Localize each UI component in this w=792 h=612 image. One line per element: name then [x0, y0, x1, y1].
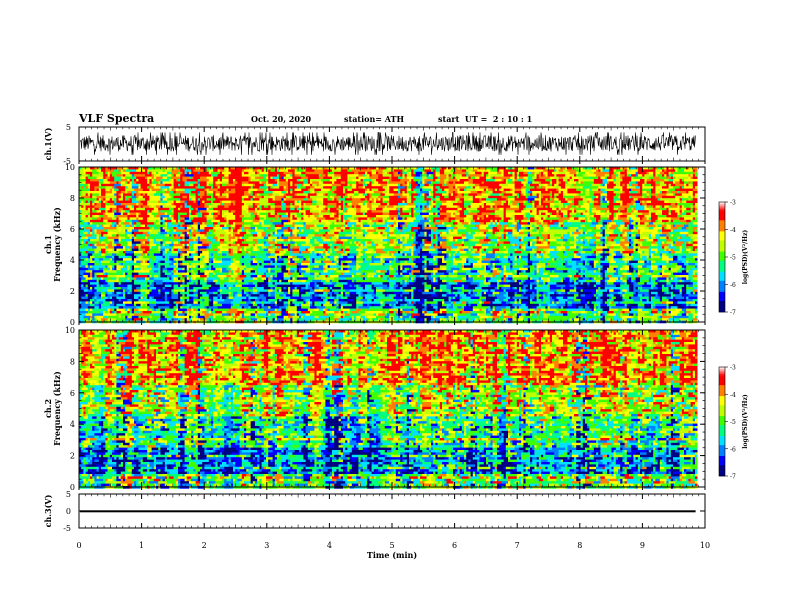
panel-label-group: ch.1 Frequency (kHz)	[43, 207, 62, 282]
x-tick-label: 6	[452, 541, 457, 550]
x-tick-label: 5	[389, 541, 394, 550]
y-tick-label: 6	[70, 225, 75, 234]
y-tick-label: 8	[70, 194, 75, 203]
y-tick-label: -5	[63, 157, 71, 166]
y-tick-label: 6	[70, 389, 75, 398]
panel-label-group: ch.1(V)	[43, 127, 53, 160]
panel-channel-label: ch.2	[43, 399, 53, 418]
x-tick-label: 1	[139, 541, 144, 550]
colorbar-tick-label: -4	[730, 227, 736, 234]
colorbar-tick-label: -5	[730, 419, 736, 426]
panel-ylabel: Frequency (kHz)	[52, 207, 62, 282]
colorbar-tick-label: -6	[730, 282, 736, 289]
panel-ylabel: ch.3(V)	[43, 494, 53, 527]
x-tick-label: 7	[515, 541, 520, 550]
colorbar-tick-label: -3	[730, 200, 736, 207]
x-tick-label: 0	[76, 541, 81, 550]
panel-label-group: ch.2 Frequency (kHz)	[43, 371, 62, 446]
colorbar-tick-label: -3	[730, 365, 736, 372]
colorbar-label: log(PSD)(V²/Hz)	[742, 394, 749, 449]
y-tick-label: 5	[66, 490, 71, 499]
panel-label-group: ch.3(V)	[43, 494, 53, 527]
panel-channel-label: ch.1	[43, 235, 53, 254]
y-tick-label: -5	[63, 524, 71, 533]
colorbar-tick-label: -4	[730, 392, 736, 399]
colorbar-ch2: -3 -4 -5 -6 -7 log(PSD)(V²/Hz)	[718, 365, 749, 481]
waveform-trace-ch1	[79, 132, 696, 155]
colorbar-tick-label: -6	[730, 446, 736, 453]
panel-ylabel: Frequency (kHz)	[52, 371, 62, 446]
x-tick-label: 3	[264, 541, 269, 550]
y-tick-label: 0	[70, 318, 75, 327]
spectrogram-ch2-image	[79, 330, 698, 489]
x-tick-label: 2	[202, 541, 207, 550]
colorbar-tick-label: -7	[730, 474, 736, 481]
y-tick-label: 4	[70, 420, 75, 429]
colorbar-label: log(PSD)(V²/Hz)	[742, 230, 749, 285]
x-tick-label: 9	[640, 541, 645, 550]
panel-ylabel: ch.1(V)	[43, 127, 53, 160]
y-tick-label: 0	[66, 507, 71, 516]
y-tick-label: 4	[70, 256, 75, 265]
header-date: Oct. 20, 2020	[251, 114, 311, 124]
header-station: station= ATH	[344, 114, 404, 124]
waveform-trace-ch3	[80, 510, 696, 513]
colorbar-label-group: log(PSD)(V²/Hz)	[742, 394, 749, 449]
x-tick-label: 4	[327, 541, 332, 550]
x-tick-label: 10	[700, 541, 710, 550]
y-tick-label: 2	[70, 287, 75, 296]
header-title: VLF Spectra	[79, 112, 154, 125]
x-tick-label: 8	[577, 541, 582, 550]
y-tick-label: 2	[70, 452, 75, 461]
colorbar-label-group: log(PSD)(V²/Hz)	[742, 230, 749, 285]
y-tick-label: 0	[70, 483, 75, 492]
x-axis-label: Time (min)	[367, 550, 417, 560]
y-tick-label: 10	[65, 163, 75, 172]
spectrogram-ch1-image	[79, 167, 698, 324]
header-start-time: start UT = 2 : 10 : 1	[438, 114, 532, 124]
colorbar-ch1: -3 -4 -5 -6 -7 log(PSD)(V²/Hz)	[718, 200, 749, 317]
y-tick-label: 8	[70, 357, 75, 366]
colorbar-tick-label: -5	[730, 255, 736, 262]
y-tick-label: 10	[65, 326, 75, 335]
y-tick-label: 5	[66, 123, 71, 132]
colorbar-tick-label: -7	[730, 310, 736, 317]
